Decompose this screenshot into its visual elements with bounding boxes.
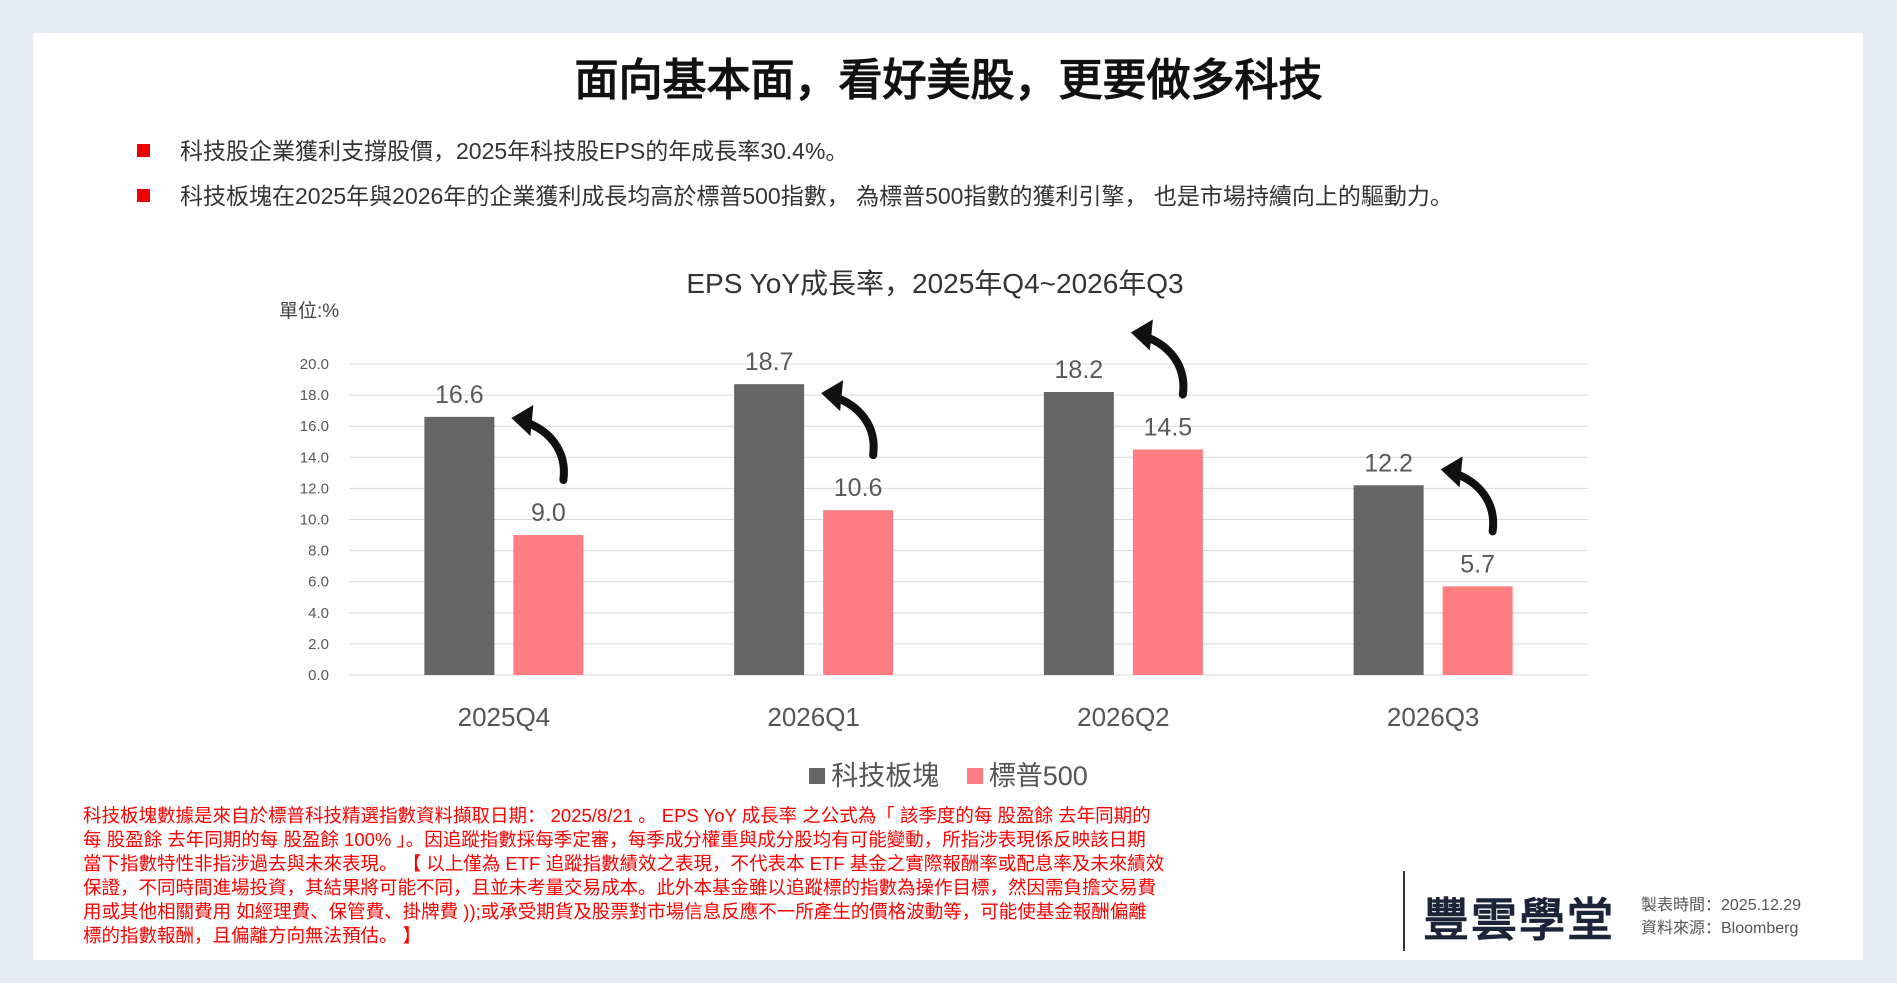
y-tick-label: 18.0 bbox=[300, 387, 329, 404]
legend-swatch bbox=[809, 768, 826, 784]
curved-arrow-icon bbox=[1450, 469, 1498, 536]
footnote-line: 每 股盈餘 去年同期的每 股盈餘 100% 」。因追蹤指數採每季定審，每季成分權… bbox=[83, 829, 1146, 850]
bar-tech bbox=[1043, 391, 1114, 675]
y-tick-label: 8.0 bbox=[308, 543, 329, 560]
arrow-head-icon bbox=[821, 380, 844, 412]
y-tick-label: 4.0 bbox=[308, 605, 329, 622]
x-tick-label: 2025Q4 bbox=[458, 702, 551, 732]
bar-sp500 bbox=[823, 510, 894, 675]
bullet-1: 科技股企業獲利支撐股價，2025年科技股EPS的年成長率30.4%。 bbox=[137, 132, 848, 166]
bullet-2: 科技板塊在2025年與2026年的企業獲利成長均高於標普500指數， 為標普50… bbox=[137, 177, 1453, 211]
bar-sp500 bbox=[1132, 449, 1203, 675]
bar-tech bbox=[734, 384, 805, 675]
x-tick-label: 2026Q3 bbox=[1387, 702, 1480, 732]
data-source: 資料來源：Bloomberg bbox=[1641, 920, 1799, 937]
y-tick-label: 20.0 bbox=[300, 356, 329, 373]
footnote-line: 當下指數特性非指涉過去與未來表現。 【 以上僅為 ETF 追蹤指數績效之表現，不… bbox=[83, 853, 1165, 874]
divider bbox=[1403, 871, 1405, 951]
bar-sp500 bbox=[1442, 586, 1513, 675]
red-square-bullet-icon bbox=[137, 144, 150, 157]
footnote-line: 用或其他相關費用 如經理費、保管費、掛牌費 ));或承受期貨及股票對市場信息反應… bbox=[83, 901, 1147, 922]
y-tick-label: 12.0 bbox=[300, 480, 329, 497]
data-label: 18.2 bbox=[1055, 356, 1104, 384]
bar-tech bbox=[1353, 485, 1424, 675]
legend-swatch bbox=[966, 768, 983, 784]
arrow-head-icon bbox=[1440, 456, 1463, 488]
y-tick-label: 16.0 bbox=[300, 418, 329, 435]
legend-item-sp500: 標普500 bbox=[966, 761, 1088, 791]
arrow-head-icon bbox=[1130, 319, 1153, 351]
bullet-text: 科技板塊在2025年與2026年的企業獲利成長均高於標普500指數， 為標普50… bbox=[180, 183, 1453, 209]
legend: 科技板塊 標普500 bbox=[0, 754, 1897, 793]
curved-arrow-icon bbox=[521, 418, 568, 485]
slide-card bbox=[33, 33, 1863, 960]
disclaimer-footnote: 科技板塊數據是來自於標普科技精選指數資料擷取日期： 2025/8/21 。 EP… bbox=[83, 804, 1328, 948]
data-label: 5.7 bbox=[1460, 550, 1495, 578]
made-time: 製表時間：2025.12.29 bbox=[1641, 897, 1802, 914]
arrow-head-icon bbox=[511, 405, 534, 437]
footnote-line: 保證，不同時間進場投資，其結果將可能不同，且並未考量交易成本。此外本基金雖以追蹤… bbox=[83, 877, 1157, 898]
bar-tech bbox=[424, 416, 495, 675]
legend-label: 科技板塊 bbox=[831, 761, 940, 791]
data-label: 14.5 bbox=[1144, 414, 1193, 442]
x-tick-label: 2026Q1 bbox=[767, 702, 860, 732]
legend-label: 標普500 bbox=[988, 761, 1088, 791]
data-label: 9.0 bbox=[531, 499, 566, 527]
page-title: 面向基本面，看好美股，更要做多科技 bbox=[574, 56, 1323, 105]
legend-item-tech: 科技板塊 bbox=[809, 761, 939, 791]
bar-sp500 bbox=[513, 535, 584, 675]
curved-arrow-icon bbox=[831, 393, 878, 460]
data-label: 18.7 bbox=[745, 348, 794, 376]
bullet-text: 科技股企業獲利支撐股價，2025年科技股EPS的年成長率30.4%。 bbox=[180, 138, 849, 164]
y-tick-label: 14.0 bbox=[300, 449, 329, 466]
footnote-line: 標的指數報酬，且偏離方向無法預估。 】 bbox=[83, 925, 422, 946]
data-label: 12.2 bbox=[1364, 449, 1413, 477]
unit-label: 單位:% bbox=[279, 301, 340, 322]
y-tick-label: 6.0 bbox=[308, 574, 329, 591]
chart-title: EPS YoY成長率，2025年Q4~2026年Q3 bbox=[686, 268, 1184, 299]
curved-arrow-icon bbox=[1140, 332, 1188, 399]
footnote-line: 科技板塊數據是來自於標普科技精選指數資料擷取日期： 2025/8/21 。 EP… bbox=[83, 805, 1151, 826]
x-tick-label: 2026Q2 bbox=[1077, 702, 1170, 732]
y-tick-label: 10.0 bbox=[300, 512, 329, 529]
red-square-bullet-icon bbox=[137, 189, 150, 202]
y-tick-label: 0.0 bbox=[308, 667, 329, 684]
data-label: 16.6 bbox=[435, 381, 484, 409]
data-label: 10.6 bbox=[834, 474, 883, 502]
brand-logo: 豐雲學堂 bbox=[1423, 893, 1615, 947]
y-tick-label: 2.0 bbox=[308, 636, 329, 653]
